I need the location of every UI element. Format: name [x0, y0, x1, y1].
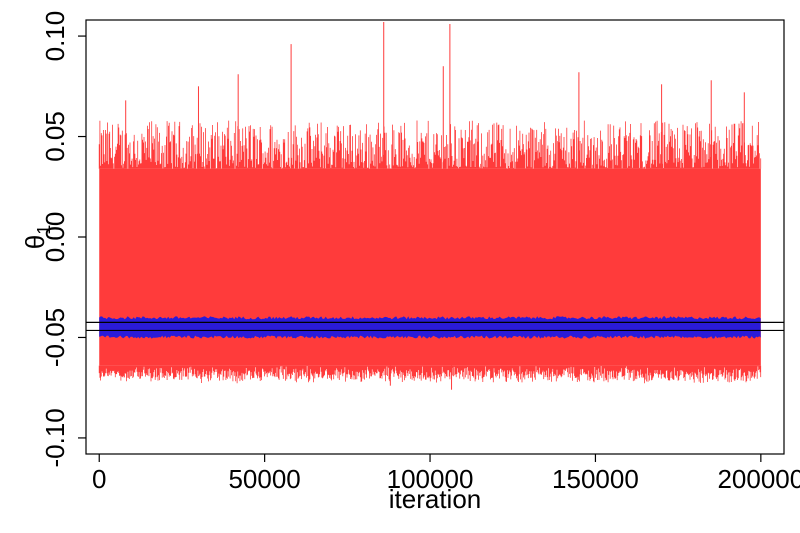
x-axis-title: iteration: [389, 484, 482, 514]
y-tick-label: -0.05: [40, 308, 70, 367]
x-tick-label: 100000: [387, 464, 474, 494]
x-tick-label: 200000: [717, 464, 800, 494]
series-blue: [99, 316, 761, 339]
x-tick-label: 50000: [228, 464, 300, 494]
y-tick-label: 0.05: [40, 111, 70, 162]
y-tick-label: 0.10: [40, 11, 70, 62]
x-tick-label: 150000: [552, 464, 639, 494]
y-axis-subscript: 1: [34, 225, 54, 235]
series-blue-band: [99, 316, 761, 339]
x-axis: 0 50000 100000 150000 200000: [92, 454, 800, 494]
x-tick-label: 0: [92, 464, 106, 494]
y-axis-symbol: θ: [20, 235, 50, 249]
y-axis: -0.10 -0.05 0.00 0.05 0.10: [40, 11, 86, 468]
series-red-upper-spikes: [98, 120, 762, 169]
series-red-lower-spikes: [98, 365, 762, 384]
y-tick-label: 0.00: [40, 212, 70, 263]
reference-lines: [86, 321, 784, 332]
series-layer: [98, 22, 762, 390]
y-tick-label: -0.10: [40, 408, 70, 467]
y-axis-title: θ1: [20, 225, 54, 249]
